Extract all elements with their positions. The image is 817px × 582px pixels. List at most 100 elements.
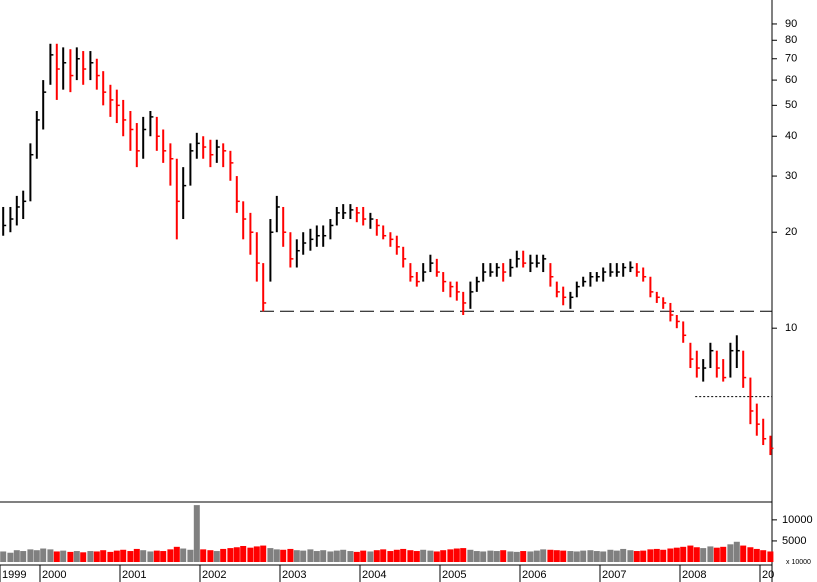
volume-bar [547, 549, 554, 562]
volume-bar [347, 551, 354, 562]
volume-bar [767, 551, 774, 562]
volume-bar [453, 548, 460, 562]
volume-bar [247, 547, 254, 562]
volume-bar [433, 551, 440, 562]
volume-bar [407, 550, 414, 562]
volume-bar [693, 547, 700, 562]
volume-bar [220, 548, 227, 562]
volume-bar [560, 550, 567, 562]
volume-bar [633, 551, 640, 562]
volume-bar [420, 549, 427, 562]
volume-bar [747, 547, 754, 562]
x-tick-label: 2004 [362, 569, 386, 581]
volume-bar [327, 551, 334, 562]
volume-bar [700, 548, 707, 562]
volume-bar [440, 550, 447, 562]
volume-bar [53, 551, 60, 562]
volume-bar [0, 551, 7, 562]
volume-bar [133, 548, 140, 562]
y-tick-label: 20 [785, 226, 797, 238]
volume-bar [20, 551, 27, 562]
x-tick-label: 2008 [682, 569, 706, 581]
volume-bar [653, 548, 660, 562]
volume-bar [33, 550, 40, 562]
volume-bar [67, 551, 74, 562]
volume-bar [620, 548, 627, 562]
volume-bar [667, 548, 674, 562]
volume-bar [367, 551, 374, 562]
volume-bar [400, 548, 407, 562]
volume-bar [113, 550, 120, 562]
volume-bar [640, 550, 647, 562]
volume-bar [580, 550, 587, 562]
x-tick-label: 2006 [522, 569, 546, 581]
volume-bar [300, 550, 307, 562]
volume-bar [167, 549, 174, 562]
volume-bar [47, 549, 54, 562]
y-tick-label: 60 [785, 74, 797, 86]
volume-bar [93, 551, 100, 562]
volume-bar [527, 551, 534, 562]
volume-bar [373, 550, 380, 562]
y-tick-label: 90 [785, 18, 797, 30]
volume-bar [287, 548, 294, 562]
volume-bar [480, 551, 487, 562]
y-tick-label: 80 [785, 34, 797, 46]
volume-bar [233, 547, 240, 562]
x-tick-label: 2002 [202, 569, 226, 581]
volume-bar [573, 551, 580, 562]
volume-bar [293, 550, 300, 562]
volume-bar [720, 546, 727, 562]
volume-bar [427, 550, 434, 562]
volume-bar [120, 549, 127, 562]
volume-unit-label: x 10000 [786, 559, 811, 566]
x-tick-label: 2005 [442, 569, 466, 581]
volume-bar [587, 550, 594, 562]
volume-bar [307, 549, 314, 562]
volume-bar [387, 551, 394, 562]
volume-bar [727, 544, 734, 562]
volume-bar [753, 548, 760, 562]
volume-bar [513, 551, 520, 562]
volume-bar [273, 549, 280, 562]
volume-bar [760, 550, 767, 562]
volume-bar [207, 550, 214, 562]
volume-bar [180, 548, 187, 562]
x-tick-label: 1999 [2, 569, 26, 581]
volume-bar [500, 550, 507, 562]
x-tick-label: 2003 [282, 569, 306, 581]
volume-bar [673, 547, 680, 562]
volume-bar [473, 551, 480, 562]
volume-bar [460, 548, 467, 562]
volume-bar [80, 552, 87, 562]
volume-bar [713, 547, 720, 562]
volume-bar [200, 549, 207, 562]
volume-bar [213, 551, 220, 562]
volume-bar [520, 551, 527, 562]
volume-bar [173, 546, 180, 562]
volume-bar [107, 551, 114, 562]
volume-tick-label: 10000 [782, 514, 813, 526]
volume-bar [613, 550, 620, 562]
volume-bar [413, 551, 420, 562]
y-tick-label: 10 [785, 322, 797, 334]
volume-bar [660, 549, 667, 562]
volume-bar [507, 551, 514, 562]
volume-bar [393, 549, 400, 562]
volume-bar [340, 549, 347, 562]
volume-bar [487, 550, 494, 562]
volume-bar [227, 548, 234, 562]
volume-bar [353, 551, 360, 562]
volume-bar [13, 550, 20, 562]
volume-bar [540, 549, 547, 562]
x-tick-label: 2007 [602, 569, 626, 581]
volume-bar [593, 551, 600, 562]
volume-bar [267, 548, 274, 562]
x-tick-label: 2001 [122, 569, 146, 581]
y-tick-label: 50 [785, 99, 797, 111]
x-tick-label: 2000 [42, 569, 66, 581]
volume-bar [320, 550, 327, 562]
volume-bar [360, 550, 367, 562]
volume-bar [27, 549, 34, 562]
volume-bar [467, 549, 474, 562]
